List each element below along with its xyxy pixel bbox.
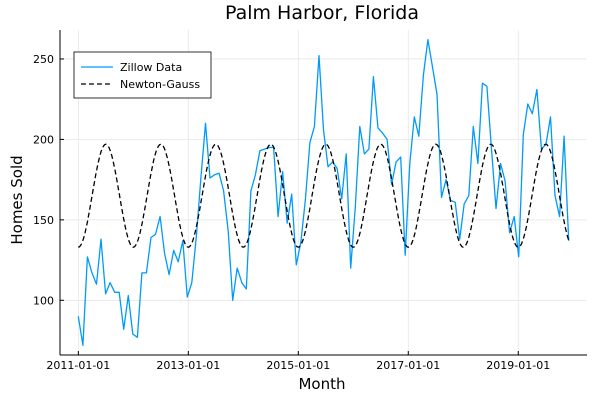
- legend-label-newton-gauss: Newton-Gauss: [120, 78, 200, 91]
- legend-box: [73, 51, 212, 99]
- chart-title: Palm Harbor, Florida: [225, 2, 419, 24]
- series-line-zillow-data: [77, 39, 570, 346]
- y-axis-title: Homes Sold: [8, 155, 26, 244]
- x-tick-label: 2011-01-01: [46, 359, 110, 372]
- y-tick-label: 250: [33, 53, 54, 66]
- y-tick-label: 100: [33, 294, 54, 307]
- legend-label-zillow: Zillow Data: [120, 61, 182, 74]
- x-axis-title: Month: [298, 375, 345, 393]
- x-tick-label: 2019-01-01: [486, 359, 550, 372]
- y-tick-label: 200: [33, 133, 54, 146]
- x-tick-label: 2015-01-01: [266, 359, 330, 372]
- x-tick-label: 2013-01-01: [156, 359, 220, 372]
- y-tick-label: 150: [33, 214, 54, 227]
- legend: Zillow Data Newton-Gauss: [73, 51, 212, 99]
- series-line-newton-gauss: [78, 143, 570, 248]
- plot-area: 2011-01-01 2013-01-01 2015-01-01 2017-01-01…: [33, 30, 587, 372]
- x-tick-label: 2017-01-01: [376, 359, 440, 372]
